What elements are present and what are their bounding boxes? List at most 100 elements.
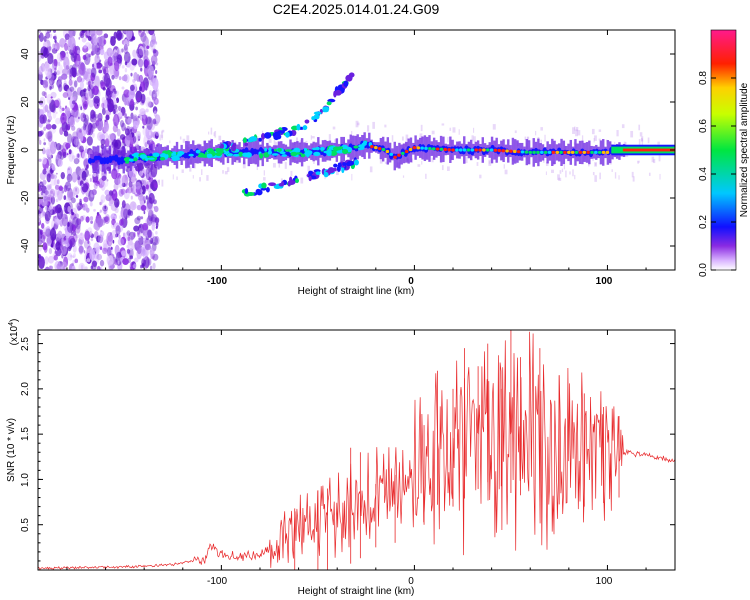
spectrogram-noise-blob [72, 224, 76, 232]
spectrogram-noise-blob [77, 153, 80, 158]
spectrogram-lower-branch-blob [342, 162, 347, 166]
snr-panel: -100 0 100 Height of straight line (km) … [6, 319, 676, 597]
spectrogram-faint-bit [465, 156, 468, 164]
spectrogram-noise-blob [89, 216, 94, 221]
spectrogram-noise-blob [155, 41, 158, 45]
spectrogram-faint-bit [647, 137, 650, 144]
spectrogram-hot-core [381, 147, 386, 152]
spectrogram-noise-blob [88, 173, 91, 177]
spectrogram-noise-blob [121, 200, 126, 208]
spectrogram-noise-blob [94, 75, 100, 81]
spectrogram-noise-blob [126, 57, 130, 60]
spectrogram-plot-area [38, 30, 675, 270]
spectrogram-faint-bit [401, 136, 404, 141]
spectrogram-faint-bit [581, 135, 584, 143]
spectrogram-noise-blob [119, 134, 126, 140]
spectrogram-lower-branch-blob [333, 163, 338, 168]
spectrogram-faint-bit [545, 171, 547, 176]
spectrogram-noise-blob [77, 205, 81, 212]
spectrogram-noise-blob [139, 86, 142, 92]
spectrogram-noise-blob [147, 229, 152, 238]
spectrogram-faint-bit [614, 141, 616, 145]
spectrogram-cyan-blob [353, 145, 359, 149]
spectrogram-noise-blob [44, 63, 51, 76]
spectrogram-noise-blob [76, 175, 81, 181]
spectrogram-faint-bit [261, 130, 264, 134]
spectrogram-noise-blob [72, 230, 77, 236]
spectrogram-noise-blob [147, 65, 155, 78]
spectrogram-noise-blob [98, 69, 103, 74]
spectrogram-faint-bit [208, 131, 210, 135]
spectrogram-noise-blob [135, 106, 138, 111]
spectrogram-noise-blob [115, 233, 118, 238]
snr-frame [37, 329, 676, 571]
spectrogram-faint-bit [524, 136, 527, 140]
spectrogram-noise-blob [148, 192, 155, 204]
spectrogram-noise-blob [114, 60, 120, 72]
spectrogram-faint-bit [226, 167, 230, 172]
spectrogram-cyan-blob [311, 147, 318, 151]
spectrogram-noise-blob [99, 259, 105, 267]
spectrogram-noise-blob [110, 246, 113, 250]
spectrogram-noise-blob [90, 265, 94, 270]
spectrogram-noise-blob [49, 85, 52, 91]
spectrogram-noise-blob [71, 155, 76, 160]
spectrogram-noise-blob [144, 141, 148, 148]
spectrogram-noise-blob [132, 204, 135, 208]
spectrogram-faint-bit [640, 137, 643, 142]
spectrogram-noise-blob [43, 91, 48, 97]
spectrogram-noise-blob [67, 185, 70, 189]
spectrogram-noise-blob [140, 264, 143, 269]
spectrogram-noise-blob [57, 61, 61, 67]
spectrogram-lower-branch-blob [295, 178, 299, 184]
spectrogram-noise-blob [107, 96, 112, 104]
spectrogram-faint-bit [417, 164, 421, 167]
spectrogram-faint-bit [574, 126, 576, 131]
spectrogram-noise-blob [49, 209, 55, 216]
spectrogram-faint-bit [159, 134, 161, 141]
spectrogram-noise-blob [119, 219, 124, 226]
spectrogram-noise-blob [48, 114, 52, 121]
spectrogram-upper-branch-blob [242, 137, 247, 144]
spectrogram-hot-core [543, 150, 548, 154]
spectrogram-noise-blob [152, 253, 159, 261]
spectrogram-noise-blob [115, 108, 118, 113]
spectrogram-noise-blob [38, 218, 41, 223]
spectrogram-noise-blob [93, 95, 100, 104]
spectrogram-noise-blob [107, 56, 113, 67]
spectrogram-cyan-blob [281, 154, 288, 157]
spectrogram-noise-blob [122, 208, 129, 219]
spectrogram-noise-blob [133, 225, 140, 232]
spectrogram-hot-core [374, 146, 378, 150]
spectrogram-faint-bit [598, 138, 601, 141]
spectrogram-faint-bit [300, 177, 304, 184]
spectrogram-noise-blob [133, 232, 136, 238]
spectrogram-hot-core [497, 148, 502, 153]
spectrogram-noise-blob [149, 41, 156, 51]
spectrogram-noise-blob [67, 187, 74, 201]
spectrogram-noise-blob [55, 111, 58, 115]
spectrogram-noise-blob [137, 58, 144, 68]
spectrogram-noise-blob [97, 184, 100, 187]
spectrogram-noise-blob [53, 58, 58, 67]
spectrogram-noise-blob [49, 265, 53, 270]
spectrogram-noise-blob [142, 114, 146, 120]
spectrogram-cyan-blob [264, 147, 268, 152]
spectrogram-faint-bit [558, 177, 562, 181]
spectrogram-noise-blob [66, 51, 69, 55]
spectrogram-noise-blob [38, 136, 41, 141]
spectrogram-faint-bit [535, 130, 537, 136]
spectrogram-lower-branch-blob [256, 189, 263, 196]
spectrogram-noise-blob [103, 211, 106, 214]
spectrogram-noise-blob [83, 205, 86, 210]
spectrogram-upper-branch-blob [313, 111, 322, 115]
spectrogram-upper-branch-blob [313, 114, 320, 120]
spectrogram-noise-blob [90, 30, 98, 39]
spectrogram-noise-blob [73, 80, 78, 88]
spectrogram-noise-blob [67, 68, 73, 76]
spectrogram-noise-blob [118, 112, 123, 117]
spectrogram-faint-bit [182, 138, 186, 143]
spectrogram-faint-bit [471, 135, 474, 141]
spectrogram-noise-blob [102, 216, 108, 223]
